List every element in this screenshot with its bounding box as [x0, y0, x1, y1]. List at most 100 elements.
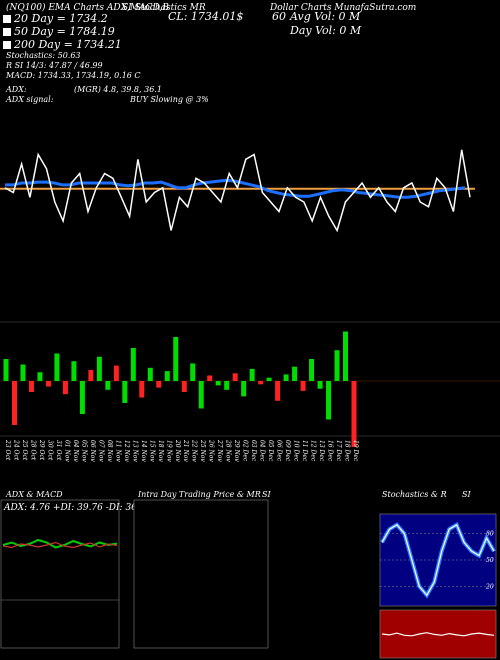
- date-label: 18 Dec: [344, 440, 351, 462]
- volume-bar: [147, 367, 153, 381]
- date-label: 12 Dec: [310, 440, 317, 462]
- ema-label: 20 Day = 1734.2: [13, 12, 108, 25]
- date-label: 20 Nov: [174, 439, 181, 462]
- date-label: 25 Oct: [21, 439, 28, 461]
- volume-bar: [215, 381, 221, 386]
- volume-bar: [3, 359, 9, 381]
- date-label: 22 Nov: [191, 439, 198, 462]
- date-label: 07 Nov: [97, 440, 104, 462]
- date-label: 19 Dec: [352, 440, 359, 462]
- indicator-text: (MGR) 4.8, 39.8, 36.1: [74, 85, 162, 94]
- indicator-text: BUY Slowing @ 3%: [129, 95, 209, 104]
- stoch-level-label: 50: [486, 557, 494, 564]
- date-label: 09 Dec: [284, 440, 291, 462]
- volume-bar: [156, 381, 162, 388]
- date-label: 08 Nov: [106, 440, 113, 462]
- volume-bar: [181, 381, 187, 392]
- stoch-line: [381, 523, 495, 597]
- header-text: Dollar Charts MunafaSutra.com: [269, 3, 416, 13]
- date-label: 11 Dec: [301, 440, 308, 462]
- volume-bar: [37, 372, 43, 381]
- date-label: 25 Nov: [199, 439, 206, 462]
- volume-bar: [326, 381, 332, 420]
- volume-bar: [130, 348, 136, 381]
- date-label: 18 Nov: [157, 440, 164, 462]
- volume-bar: [11, 381, 17, 425]
- avg-vol: Avg Vol: 0 M: [289, 10, 361, 23]
- volume-bar: [164, 371, 170, 381]
- volume-bar: [300, 381, 306, 391]
- date-label: 16 Dec: [327, 440, 334, 462]
- volume-bar: [62, 381, 68, 395]
- minus-di-line: [2, 541, 118, 549]
- volume-bar: [351, 381, 357, 447]
- indicator-text: ADX signal:: [5, 95, 54, 104]
- close-price: CL: 1734.01$: [168, 10, 243, 23]
- legend-swatch: [3, 41, 11, 49]
- rsi-line: [381, 632, 495, 637]
- volume-bar: [28, 381, 34, 392]
- volume-bar: [292, 366, 298, 381]
- panel-title: ADX & MACD: [5, 490, 63, 499]
- volume-bar: [54, 353, 60, 381]
- date-label: 05 Nov: [80, 440, 87, 462]
- volume-bar: [334, 350, 340, 381]
- volume-bar: [122, 381, 128, 403]
- date-label: 31 Oct: [55, 440, 62, 461]
- volume-bar: [275, 381, 281, 401]
- date-label: 27 Nov: [216, 439, 223, 462]
- legend-swatch: [3, 28, 11, 36]
- volume-bar: [266, 377, 272, 381]
- date-label: 23 Oct: [4, 439, 11, 461]
- volume-bar: [105, 381, 111, 390]
- volume-bar: [198, 381, 204, 409]
- volume-bar: [317, 381, 323, 389]
- date-label: 01 Nov: [63, 440, 70, 462]
- indicator-text: MACD: 1734.33, 1734.19, 0.16 C: [5, 71, 141, 80]
- adx-panel: [0, 499, 120, 649]
- volume-bar: [173, 337, 179, 381]
- date-label: 28 Nov: [225, 439, 232, 462]
- ema-label: 50 Day = 1784.19: [14, 25, 115, 38]
- indicator-text: Stochastics: 50.63: [6, 51, 81, 60]
- volume-bar: [241, 381, 247, 397]
- date-label: 02 Dec: [242, 440, 249, 462]
- stoch-level-label: 20: [485, 583, 494, 590]
- date-label: 15 Nov: [148, 440, 155, 462]
- volume-bar: [96, 356, 102, 381]
- date-label: 11 Nov: [114, 440, 121, 462]
- date-label: 06 Nov: [89, 440, 96, 462]
- date-label: 17 Dec: [335, 440, 342, 462]
- volume-bar: [71, 361, 77, 381]
- indicator-text: R SI 14/3: 47.87 / 46.99: [5, 61, 103, 70]
- date-label: 05 Dec: [267, 440, 274, 462]
- date-label: 30 Oct: [46, 440, 53, 461]
- panel-title: Intra Day Trading Price & MR: [137, 490, 261, 499]
- date-label: 24 Oct: [12, 439, 19, 461]
- date-label: 21 Nov: [182, 439, 189, 462]
- panel-title: SI: [262, 490, 271, 499]
- date-label: 10 Dec: [293, 440, 300, 462]
- ema-label: 200 Day = 1734.21: [13, 38, 122, 51]
- header-text: 60: [272, 10, 286, 23]
- volume-bar: [79, 381, 85, 414]
- date-label: 06 Dec: [276, 440, 283, 462]
- date-label: 04 Nov: [72, 440, 79, 462]
- panel-title: SI: [462, 490, 471, 499]
- volume-bar: [20, 364, 26, 381]
- date-label: 28 Oct: [29, 439, 36, 461]
- date-label: 13 Nov: [131, 440, 138, 462]
- rsi-panel: [379, 609, 497, 659]
- date-label: 29 Oct: [38, 439, 45, 461]
- volume-bar: [309, 359, 315, 381]
- date-label: 04 Dec: [259, 440, 266, 462]
- adx-readout: ADX: 4.76 +DI: 39.76 -DI: 36.14: [3, 503, 151, 513]
- volume-bar: [45, 381, 51, 387]
- intraday-panel: [133, 499, 269, 649]
- indicator-text: ADX:: [5, 85, 27, 94]
- volume-bar: [113, 365, 119, 381]
- volume-bar: [139, 381, 145, 398]
- header-text: (NQ100) EMA Charts ADX,MACD,B: [6, 2, 169, 13]
- volume-bar: [207, 375, 213, 381]
